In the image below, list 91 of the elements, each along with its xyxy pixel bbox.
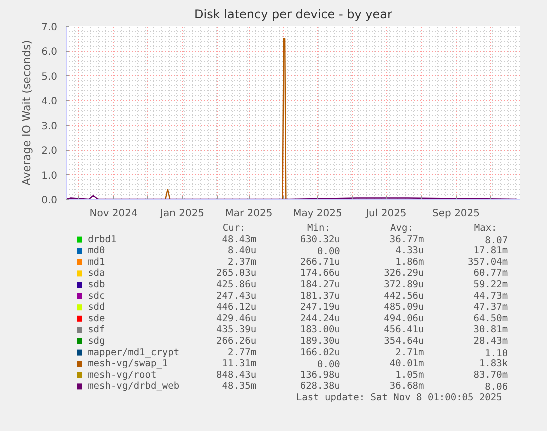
text: 244.24u — [300, 313, 340, 324]
text: 30.81m — [474, 324, 508, 336]
text: Cur: — [222, 223, 246, 234]
text: 166.02u — [300, 347, 340, 358]
text: 8.40u — [228, 246, 257, 257]
y-tick-label: 3.0 — [42, 121, 58, 132]
text: 494.06u — [384, 313, 424, 324]
y-tick-label: 6.0 — [42, 47, 58, 58]
text: 8.07 — [485, 235, 508, 246]
text: 48.35m — [222, 381, 257, 392]
text: 357.04m — [468, 256, 508, 268]
text: 0.00 — [318, 246, 341, 258]
legend-label: sda — [88, 268, 106, 280]
text: Min: — [308, 223, 330, 234]
legend-label: drbd1 — [88, 234, 117, 246]
text: 11.31m — [222, 358, 257, 370]
x-tick-label: Mar 2025 — [225, 208, 273, 220]
x-tick-label: Sep 2025 — [432, 208, 480, 220]
text: 174.66u — [300, 268, 340, 280]
y-tick-label: 7.0 — [42, 22, 58, 34]
text: 247.19u — [300, 302, 340, 314]
text: 60.77m — [474, 268, 508, 280]
text: 326.29u — [384, 268, 424, 280]
text: Max: — [474, 223, 498, 234]
text: 848.43u — [216, 370, 257, 381]
y-tick-label: 2.0 — [42, 146, 58, 158]
x-tick-label: Jan 2025 — [160, 208, 205, 220]
text: 2.71m — [396, 347, 425, 358]
text: 429.46u — [216, 313, 257, 324]
text: 4.33u — [396, 246, 424, 257]
x-tick-label: Jul 2025 — [365, 208, 407, 220]
y-axis-title: Average IO Wait (seconds) — [20, 40, 34, 186]
y-tick-label: 4.0 — [42, 96, 58, 108]
text: 83.70m — [474, 370, 508, 381]
text: 48.43m — [222, 234, 257, 246]
legend-label: mapper/md1_crypt — [88, 347, 180, 358]
text: 630.32u — [300, 234, 340, 246]
text: 44.73m — [474, 290, 508, 302]
text: 1.83k — [479, 358, 508, 370]
text: 265.03u — [216, 268, 257, 280]
y-tick-label: 0.0 — [42, 196, 58, 206]
x-tick-label: May 2025 — [293, 208, 342, 220]
chart-title: Disk latency per device - by year — [194, 8, 393, 22]
legend-label: sdf — [88, 324, 106, 336]
text: 59.22m — [474, 280, 508, 290]
text: 181.37u — [300, 290, 340, 302]
text: 17.81m — [474, 246, 508, 257]
text: 425.86u — [216, 280, 257, 290]
text: 36.77m — [390, 234, 425, 246]
text: 1.86m — [396, 256, 425, 268]
text: 189.30u — [300, 336, 340, 347]
text: 456.41u — [384, 324, 424, 336]
legend-label: mesh-vg/root — [88, 370, 157, 381]
text: Last update: Sat Nov 8 01:00:05 2025 — [296, 392, 502, 404]
legend-label: mesh-vg/drbd_web — [88, 381, 180, 392]
text: 442.56u — [384, 290, 424, 302]
text: 64.50m — [474, 313, 508, 324]
y-tick-label: 5.0 — [42, 72, 58, 83]
text: 183.00u — [300, 324, 340, 336]
text: 435.39u — [216, 324, 257, 336]
text: 1.05m — [396, 370, 425, 381]
text: 36.68m — [390, 381, 425, 392]
text: 136.98u — [300, 370, 340, 381]
text: 266.26u — [216, 336, 257, 347]
text: 2.37m — [228, 256, 257, 268]
legend-label: mesh-vg/swap_1 — [88, 358, 168, 370]
legend-label: md1 — [88, 256, 106, 268]
legend-label: sdb — [88, 280, 106, 290]
text: 247.43u — [216, 290, 257, 302]
legend-label: sde — [88, 313, 106, 324]
legend-label: sdg — [88, 336, 106, 347]
text: 2.77m — [228, 347, 257, 358]
legend-label: sdc — [88, 290, 106, 302]
x-tick-label: Nov 2024 — [90, 208, 138, 220]
text: 28.43m — [474, 336, 508, 347]
text: Avg: — [390, 223, 414, 234]
text: 628.38u — [300, 381, 340, 392]
text: 8.06 — [485, 382, 508, 394]
text: 372.89u — [384, 280, 424, 290]
text: 184.27u — [300, 280, 340, 290]
text: 446.12u — [216, 302, 257, 314]
text: 47.37m — [474, 302, 508, 314]
text: 0.00 — [318, 360, 341, 371]
y-tick-label: 1.0 — [42, 170, 58, 182]
text: 266.71u — [300, 256, 340, 268]
legend-label: md0 — [88, 246, 106, 257]
text: 485.09u — [384, 302, 424, 314]
text: 1.10 — [485, 348, 508, 360]
text: 40.01m — [390, 358, 425, 370]
legend-label: sdd — [88, 302, 106, 314]
text: 354.64u — [384, 336, 424, 347]
